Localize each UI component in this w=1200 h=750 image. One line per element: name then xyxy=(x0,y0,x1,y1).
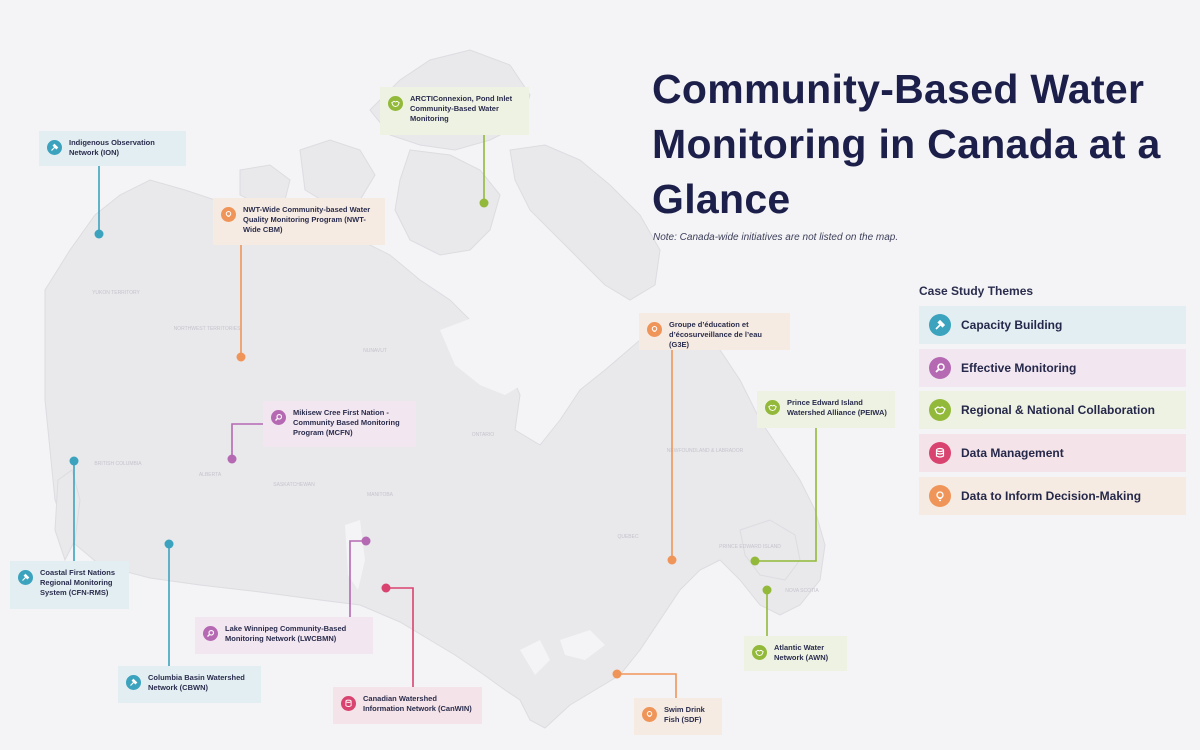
legend-item-data-management: Data Management xyxy=(919,434,1186,472)
lightbulb-icon xyxy=(929,485,951,507)
dot-peiwa xyxy=(750,556,760,566)
program-card-arcticonnexion[interactable]: ARCTIConnexion, Pond Inlet Community-Bas… xyxy=(380,87,529,135)
connector-lines xyxy=(73,135,817,698)
dot-arcticonnexion xyxy=(479,198,489,208)
program-card-canwin[interactable]: Canadian Watershed Information Network (… xyxy=(333,687,482,724)
hammer-icon xyxy=(47,140,62,155)
dot-sdf xyxy=(612,669,622,679)
region-label: MANITOBA xyxy=(367,492,394,498)
region-labels: YUKON TERRITORY NORTHWEST TERRITORIES NU… xyxy=(92,290,819,594)
dot-cfn xyxy=(69,456,79,466)
program-label: Lake Winnipeg Community-Based Monitoring… xyxy=(225,624,347,643)
program-label: NWT-Wide Community-based Water Quality M… xyxy=(243,205,371,234)
program-card-nwt-wide-cbm[interactable]: NWT-Wide Community-based Water Quality M… xyxy=(213,198,385,245)
legend-item-capacity-building: Capacity Building xyxy=(919,306,1186,344)
handshake-icon xyxy=(388,96,403,111)
region-label: ONTARIO xyxy=(472,432,495,438)
legend-label: Capacity Building xyxy=(961,318,1063,332)
connector-lwcbmn xyxy=(349,540,366,617)
region-label: BRITISH COLUMBIA xyxy=(94,461,142,467)
map-note: Note: Canada-wide initiatives are not li… xyxy=(653,232,899,243)
program-card-awn[interactable]: Atlantic Water Network (AWN) xyxy=(744,636,847,671)
hammer-icon xyxy=(929,314,951,336)
hammer-icon xyxy=(126,675,141,690)
program-label: Atlantic Water Network (AWN) xyxy=(774,643,829,662)
dot-nwt xyxy=(236,352,246,362)
region-label: NEWFOUNDLAND & LABRADOR xyxy=(667,448,744,454)
program-label: Prince Edward Island Watershed Alliance … xyxy=(787,398,887,417)
legend-label: Data to Inform Decision-Making xyxy=(961,489,1142,503)
region-label: QUEBEC xyxy=(617,534,639,540)
region-label: YUKON TERRITORY xyxy=(92,290,140,296)
region-label: NUNAVUT xyxy=(363,348,387,354)
dot-cbwn xyxy=(164,539,174,549)
magnifier-icon xyxy=(929,357,951,379)
handshake-icon xyxy=(929,399,951,421)
legend-item-regional-collaboration: Regional & National Collaboration xyxy=(919,391,1186,429)
dot-mcfn xyxy=(227,454,237,464)
page-title: Community-Based Water Monitoring in Cana… xyxy=(652,66,1161,222)
region-label: PRINCE EDWARD ISLAND xyxy=(719,544,781,550)
program-label: Groupe d’éducation et d’écosurveillance … xyxy=(669,320,762,349)
program-label: Indigenous Observation Network (ION) xyxy=(69,138,155,157)
handshake-icon xyxy=(752,645,767,660)
database-icon xyxy=(929,442,951,464)
connector-peiwa xyxy=(755,428,817,562)
dot-canwin xyxy=(381,583,391,593)
hammer-icon xyxy=(18,570,33,585)
dot-ion xyxy=(94,229,104,239)
legend-item-decision-making: Data to Inform Decision-Making xyxy=(919,477,1186,515)
legend-label: Regional & National Collaboration xyxy=(961,403,1156,417)
lightbulb-icon xyxy=(642,707,657,722)
program-label: Columbia Basin Watershed Network (CBWN) xyxy=(148,673,245,692)
magnifier-icon xyxy=(271,410,286,425)
program-label: Coastal First Nations Regional Monitorin… xyxy=(40,568,116,597)
region-label: NOVA SCOTIA xyxy=(785,588,819,594)
connector-mcfn xyxy=(231,423,263,459)
region-label: NORTHWEST TERRITORIES xyxy=(174,326,242,332)
handshake-icon xyxy=(765,400,780,415)
lightbulb-icon xyxy=(647,322,662,337)
program-card-g3e[interactable]: Groupe d’éducation et d’écosurveillance … xyxy=(639,313,790,350)
program-card-peiwa[interactable]: Prince Edward Island Watershed Alliance … xyxy=(757,391,895,428)
program-card-cfn-rms[interactable]: Coastal First Nations Regional Monitorin… xyxy=(10,561,129,609)
connector-canwin xyxy=(386,587,414,687)
program-label: Mikisew Cree First Nation - Community Ba… xyxy=(293,408,400,437)
program-card-cbwn[interactable]: Columbia Basin Watershed Network (CBWN) xyxy=(118,666,261,703)
dot-g3e xyxy=(667,555,677,565)
location-dots xyxy=(69,198,772,679)
region-label: SASKATCHEWAN xyxy=(273,482,315,488)
lightbulb-icon xyxy=(221,207,236,222)
legend-label: Effective Monitoring xyxy=(961,361,1077,375)
legend-item-effective-monitoring: Effective Monitoring xyxy=(919,349,1186,387)
magnifier-icon xyxy=(203,626,218,641)
program-label: Canadian Watershed Information Network (… xyxy=(363,694,472,713)
legend-heading: Case Study Themes xyxy=(919,284,1034,298)
water-bodies xyxy=(345,315,605,675)
program-card-lwcbmn[interactable]: Lake Winnipeg Community-Based Monitoring… xyxy=(195,617,373,654)
dot-awn xyxy=(762,585,772,595)
program-card-sdf[interactable]: Swim Drink Fish (SDF) xyxy=(634,698,722,735)
database-icon xyxy=(341,696,356,711)
program-label: ARCTIConnexion, Pond Inlet Community-Bas… xyxy=(410,94,513,123)
legend-label: Data Management xyxy=(961,446,1064,460)
dot-lwcbmn xyxy=(361,536,371,546)
program-card-ion[interactable]: Indigenous Observation Network (ION) xyxy=(39,131,186,166)
program-label: Swim Drink Fish (SDF) xyxy=(664,705,705,724)
region-label: ALBERTA xyxy=(199,472,222,478)
program-card-mcfn[interactable]: Mikisew Cree First Nation - Community Ba… xyxy=(263,401,416,447)
connector-sdf xyxy=(617,673,677,698)
